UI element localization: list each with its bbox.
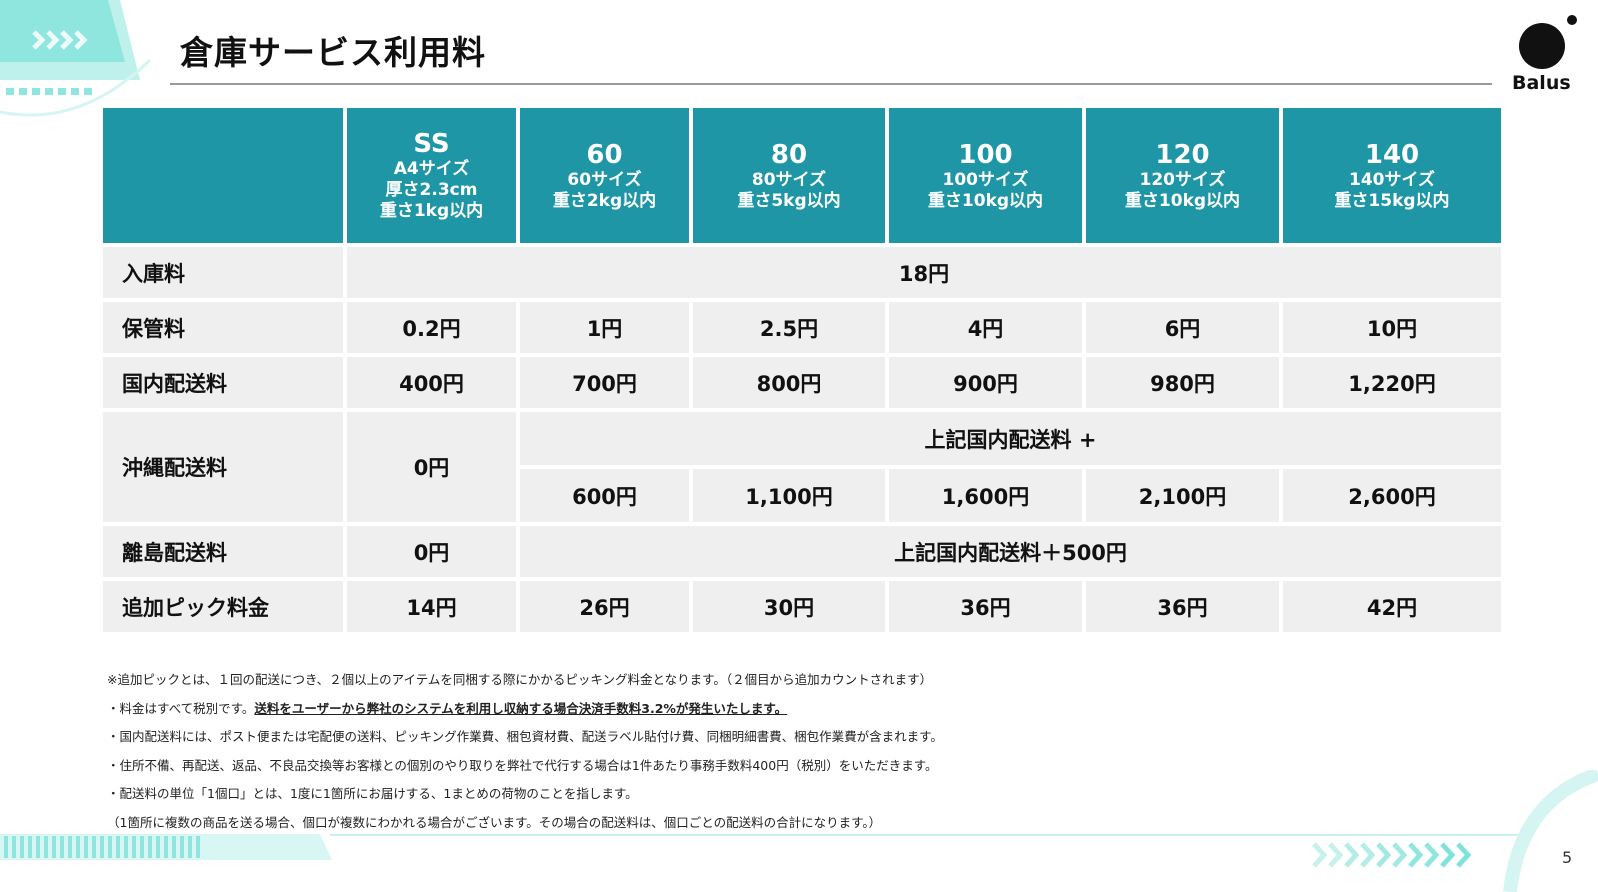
table-cell: 36円 bbox=[885, 577, 1086, 636]
row-label: 沖縄配送料 bbox=[99, 408, 347, 526]
bottom-rule bbox=[330, 834, 1530, 836]
note-line: ・住所不備、再配送、返品、不良品交換等お客様との個別のやり取りを弊社で代行する場… bbox=[107, 757, 938, 773]
header-empty-cell bbox=[99, 104, 347, 247]
header-size-ss: SS A4サイズ 厚さ2.3cm 重さ1kg以内 bbox=[343, 104, 520, 247]
row-label: 追加ピック料金 bbox=[99, 577, 347, 636]
note-line: （1箇所に複数の商品を送る場合、個口が複数にわかれる場合がございます。その場合の… bbox=[107, 814, 882, 830]
note-line: ※追加ピックとは、１回の配送につき、２個以上のアイテムを同梱する際にかかるピッキ… bbox=[107, 672, 933, 687]
table-cell: 1円 bbox=[516, 298, 693, 357]
note-line: ・料金はすべて税別です。送料をユーザーから弊社のシステムを利用し収納する場合決済… bbox=[107, 700, 788, 716]
note-line: ・国内配送料には、ポスト便または宅配便の送料、ピッキング作業費、梱包資材費、配送… bbox=[107, 729, 943, 744]
table-cell: 1,220円 bbox=[1279, 353, 1505, 412]
table-cell: 900円 bbox=[885, 353, 1086, 412]
row-okinawa-bottom: 600円 1,100円 1,600円 2,100円 2,600円 bbox=[101, 465, 1505, 526]
header-size-80: 80 80サイズ 重さ5kg以内 bbox=[689, 104, 889, 247]
bottom-right-chevrons-icon bbox=[1312, 842, 1472, 868]
table-cell: 0.2円 bbox=[343, 298, 520, 357]
table-cell: 800円 bbox=[689, 353, 889, 412]
page-title: 倉庫サービス利用料 bbox=[180, 33, 486, 72]
note-emphasis: 送料をユーザーから弊社のシステムを利用し収納する場合決済手数料3.2%が発生いた… bbox=[254, 700, 788, 716]
table-cell: 4円 bbox=[885, 298, 1086, 357]
row-storage: 保管料 0.2円 1円 2.5円 4円 6円 10円 bbox=[99, 298, 1505, 357]
table-cell: 10円 bbox=[1279, 298, 1505, 357]
row-pick: 追加ピック料金 14円 26円 30円 36円 36円 42円 bbox=[99, 577, 1505, 636]
header-size-60: 60 60サイズ 重さ2kg以内 bbox=[516, 104, 693, 247]
row-inbound: 入庫料 18円 bbox=[99, 243, 1505, 302]
logo-text: Balus bbox=[1512, 72, 1571, 94]
header-size-140: 140 140サイズ 重さ15kg以内 bbox=[1279, 104, 1505, 247]
row-okinawa-top: 沖縄配送料 0円 上記国内配送料 + bbox=[99, 408, 1505, 526]
table-cell: 0円 bbox=[343, 408, 520, 526]
table-cell: 36円 bbox=[1082, 577, 1283, 636]
header-row: SS A4サイズ 厚さ2.3cm 重さ1kg以内 60 60サイズ 重さ2kg以… bbox=[99, 104, 1505, 247]
table-cell: 0円 bbox=[343, 522, 520, 581]
page-number: 5 bbox=[1562, 848, 1573, 867]
table-cell: 18円 bbox=[343, 243, 1505, 302]
row-label: 保管料 bbox=[99, 298, 347, 357]
row-domestic: 国内配送料 400円 700円 800円 900円 980円 1,220円 bbox=[99, 353, 1505, 412]
row-label: 入庫料 bbox=[99, 243, 347, 302]
table-cell: 1,100円 bbox=[689, 465, 889, 526]
table-cell: 980円 bbox=[1082, 353, 1283, 412]
table-cell: 6円 bbox=[1082, 298, 1283, 357]
header-size-120: 120 120サイズ 重さ10kg以内 bbox=[1082, 104, 1283, 247]
notes-block: ※追加ピックとは、１回の配送につき、２個以上のアイテムを同梱する際にかかるピッキ… bbox=[107, 666, 943, 837]
table-cell: 42円 bbox=[1279, 577, 1505, 636]
table-cell: 400円 bbox=[343, 353, 520, 412]
row-label: 国内配送料 bbox=[99, 353, 347, 412]
table-cell: 14円 bbox=[343, 577, 520, 636]
bottom-left-decoration bbox=[0, 834, 332, 860]
table-cell: 30円 bbox=[689, 577, 889, 636]
title-divider bbox=[170, 83, 1492, 85]
table-cell: 26円 bbox=[516, 577, 693, 636]
row-label: 離島配送料 bbox=[99, 522, 347, 581]
header-size-100: 100 100サイズ 重さ10kg以内 bbox=[885, 104, 1086, 247]
bottom-right-arc-decoration bbox=[1503, 770, 1598, 892]
table-cell: 2.5円 bbox=[689, 298, 889, 357]
note-line: ・配送料の単位「1個口」とは、1度に1箇所にお届けする、1まとめの荷物のことを指… bbox=[107, 786, 638, 801]
pricing-table: SS A4サイズ 厚さ2.3cm 重さ1kg以内 60 60サイズ 重さ2kg以… bbox=[99, 104, 1505, 636]
table-cell: 1,600円 bbox=[885, 465, 1086, 526]
table-cell: 上記国内配送料＋500円 bbox=[516, 522, 1505, 581]
balus-logo-icon bbox=[1519, 15, 1577, 69]
table-cell: 2,600円 bbox=[1279, 465, 1505, 526]
row-island: 離島配送料 0円 上記国内配送料＋500円 bbox=[99, 522, 1505, 581]
table-cell: 2,100円 bbox=[1082, 465, 1283, 526]
table-cell: 700円 bbox=[516, 353, 693, 412]
table-cell: 上記国内配送料 + bbox=[516, 408, 1505, 469]
top-left-decoration bbox=[0, 0, 152, 117]
table-cell: 600円 bbox=[516, 465, 693, 526]
